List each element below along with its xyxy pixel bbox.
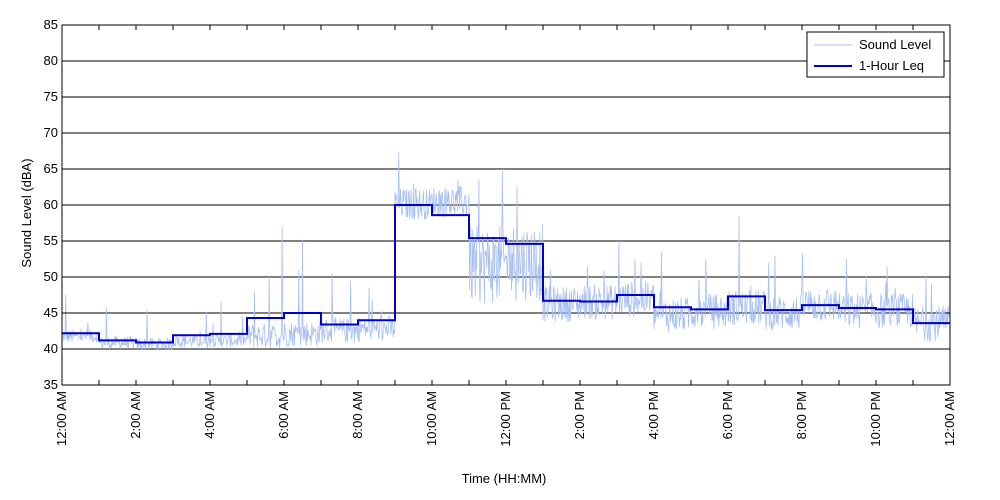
y-axis-label: Sound Level (dBA) [19,158,34,267]
x-tick-label: 6:00 AM [276,391,291,439]
y-tick-label: 35 [44,377,58,392]
x-tick-label: 4:00 AM [202,391,217,439]
y-tick-label: 60 [44,197,58,212]
y-tick-label: 45 [44,305,58,320]
x-tick-label: 8:00 PM [794,391,809,439]
legend-label-sound-level: Sound Level [859,37,931,52]
y-tick-label: 70 [44,125,58,140]
legend-box [806,31,945,78]
x-tick-label: 10:00 AM [424,391,439,446]
y-axis-ticks: 35 40 45 50 55 60 65 70 75 80 85 [44,17,950,392]
sound-level-series [61,152,951,351]
leq-series [62,204,950,344]
x-tick-label: 2:00 AM [128,391,143,439]
x-tick-label: 12:00 AM [942,391,957,446]
legend-label-1-hour-leq: 1-Hour Leq [859,58,924,73]
y-tick-label: 55 [44,233,58,248]
x-axis-label: Time (HH:MM) [462,471,547,486]
x-tick-label: 12:00 AM [54,391,69,446]
legend: Sound Level 1-Hour Leq [806,31,945,78]
x-tick-label: 12:00 PM [498,391,513,447]
y-tick-label: 85 [44,17,58,32]
sound-level-line [61,152,951,351]
leq-step-line [62,204,950,344]
x-tick-label: 4:00 PM [646,391,661,439]
y-tick-label: 80 [44,53,58,68]
y-tick-label: 75 [44,89,58,104]
x-axis-ticks: 12:00 AM 2:00 AM 4:00 AM 6:00 AM 8:00 AM 10:0… [54,25,957,447]
y-tick-label: 40 [44,341,58,356]
x-tick-label: 8:00 AM [350,391,365,439]
horizontal-gridlines [62,60,950,350]
x-tick-label: 6:00 PM [720,391,735,439]
y-tick-label: 65 [44,161,58,176]
x-tick-label: 2:00 PM [572,391,587,439]
x-tick-label: 10:00 PM [868,391,883,447]
y-tick-label: 50 [44,269,58,284]
